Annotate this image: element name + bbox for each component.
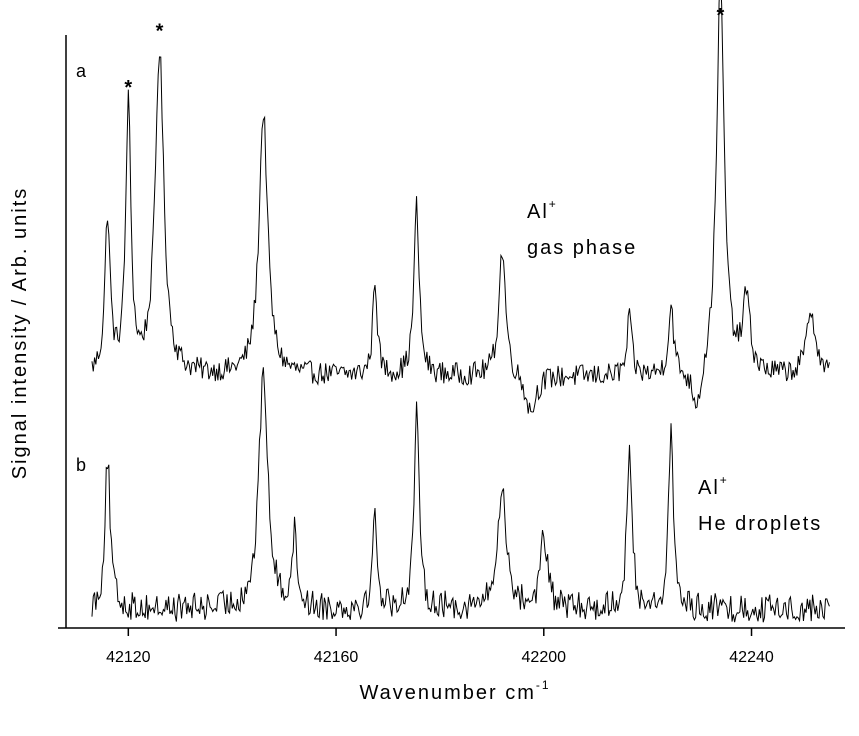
annotation-he-droplets-species-charge: + [720,473,729,487]
annotation-gas-phase-species-charge: + [549,197,558,211]
peak-marker-3: * [716,5,724,27]
x-axis-title: Wavenumber cm-1 [359,678,550,704]
annotation-gas-phase-species-text: Al [527,201,549,223]
annotation-he-droplets-species: Al+ [698,473,729,499]
x-axis-title-unit-exponent: -1 [536,678,551,692]
annotation-gas-phase-species: Al+ [527,197,558,223]
x-tick-label-42200: 42200 [522,649,567,666]
x-axis-title-text: Wavenumber cm [359,682,535,704]
x-tick-label-42160: 42160 [314,649,359,666]
x-ticks [127,628,753,636]
x-tick-label-42240: 42240 [729,649,774,666]
panel-label-b: b [76,455,86,475]
peak-marker-1: * [124,77,132,99]
axes: 42120 42160 42200 42240 [58,35,845,666]
annotation-he-droplets-label: He droplets [698,513,822,535]
panel-label-a: a [76,61,87,81]
x-tick-label-42120: 42120 [106,649,151,666]
annotation-he-droplets-species-text: Al [698,477,720,499]
y-axis-title: Signal intensity / Arb. units [9,187,31,480]
traces [91,0,830,623]
annotation-gas-phase-label: gas phase [527,237,637,259]
series-gas-phase-line [91,0,830,414]
series-he-droplets-line [91,367,830,623]
x-tick-labels: 42120 42160 42200 42240 [106,649,774,666]
peak-marker-2: * [156,21,164,43]
peak-markers: * * * [124,5,724,99]
